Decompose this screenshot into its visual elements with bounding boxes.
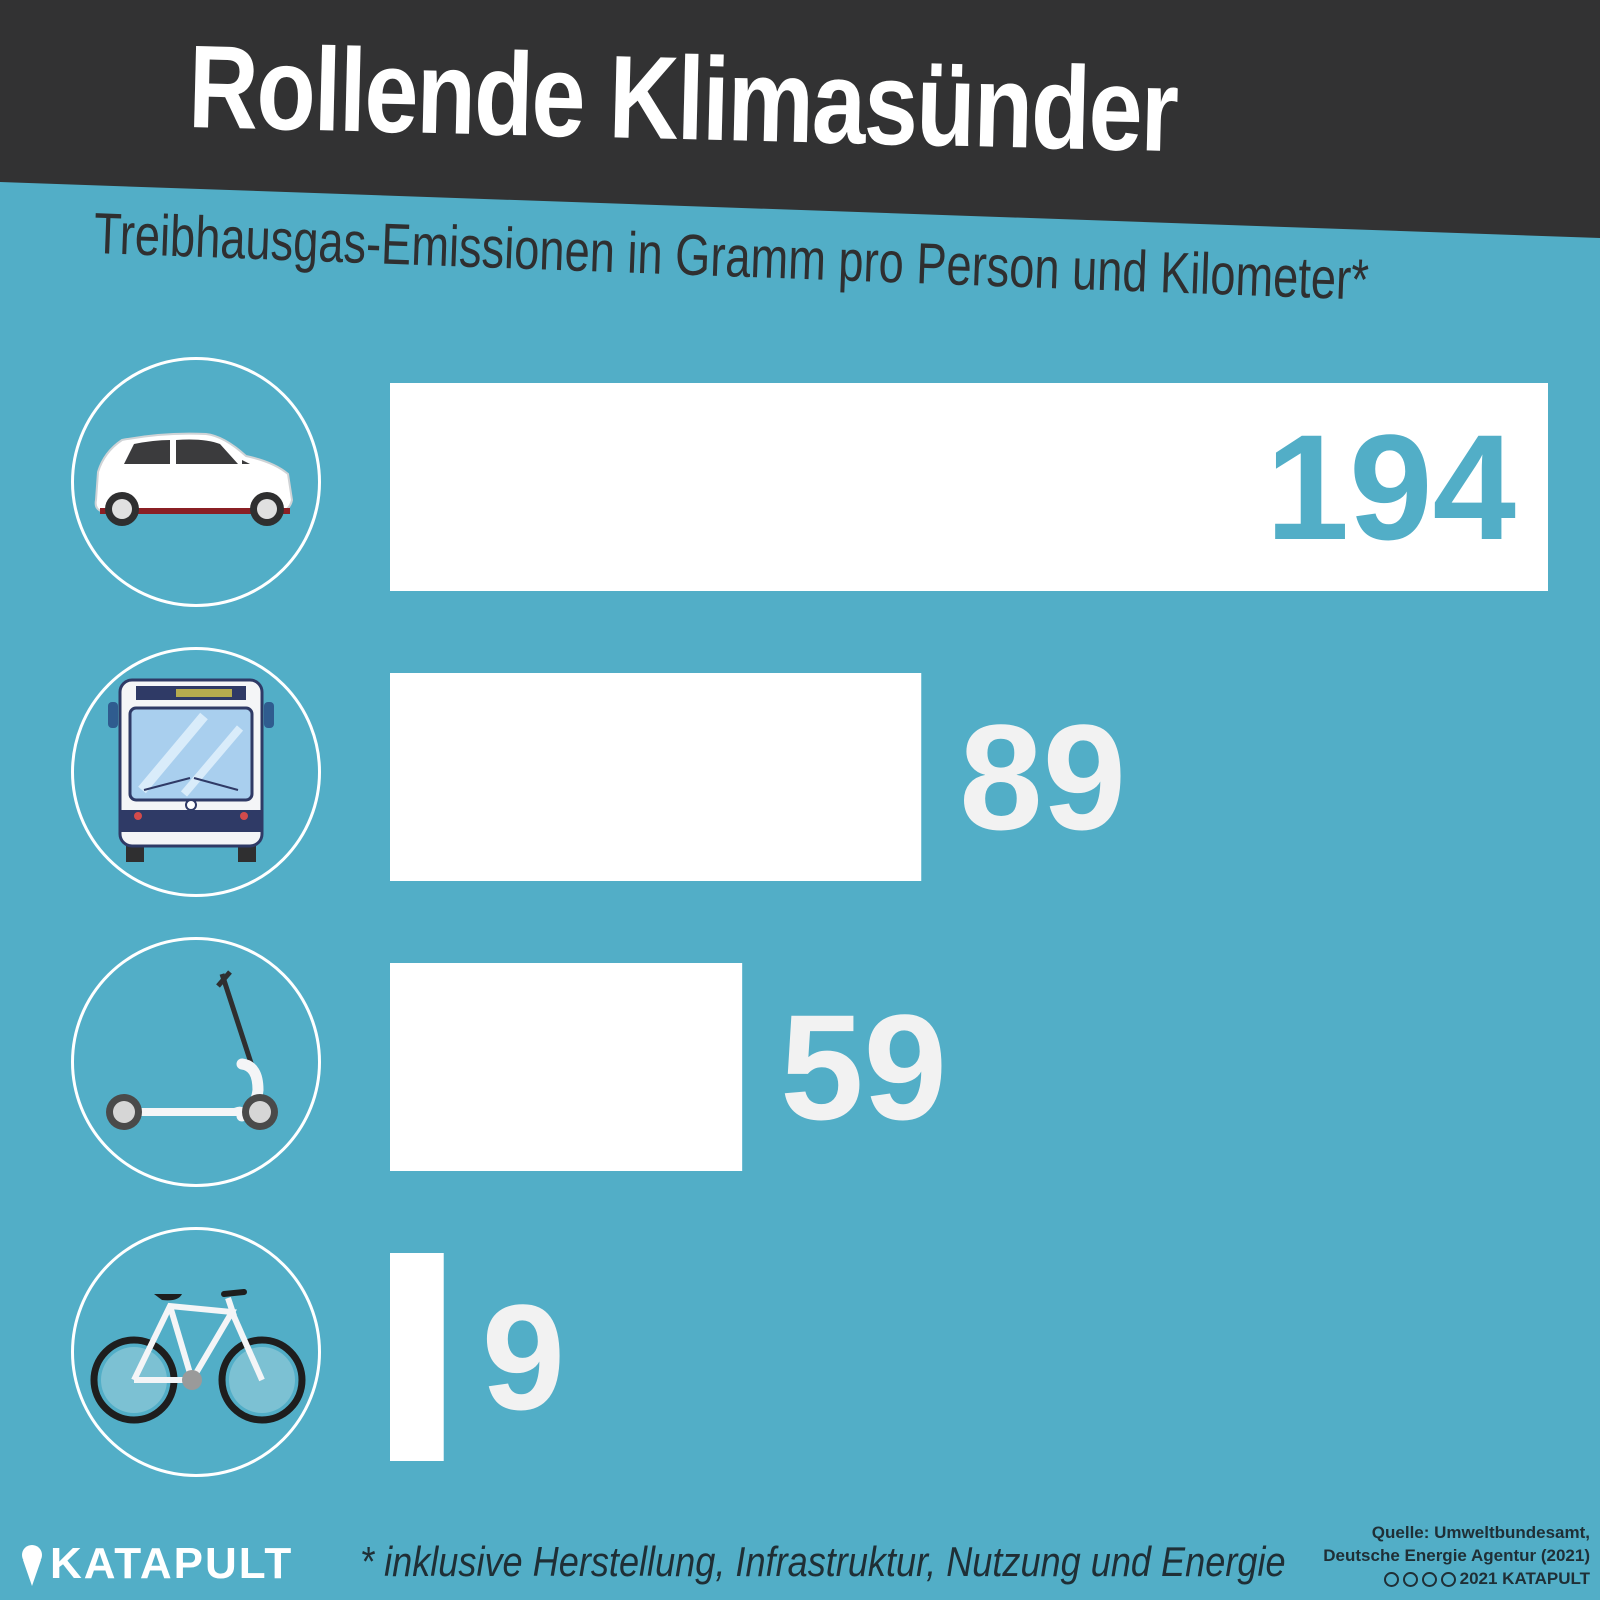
license-row: 2021 KATAPULT: [1323, 1568, 1590, 1591]
source-line-1: Quelle: Umweltbundesamt,: [1371, 1523, 1590, 1542]
bicycle-icon: [71, 1227, 321, 1477]
ice-cream-icon: [22, 1545, 42, 1586]
cc-nc-icon: [1421, 1571, 1437, 1587]
bus-icon: [71, 647, 321, 897]
bar-1: [390, 383, 1548, 591]
e-scooter-icon: [71, 937, 321, 1187]
value-label-1: 194: [1266, 403, 1516, 571]
value-label-3: 59: [780, 983, 947, 1151]
car-icon: [71, 357, 321, 607]
bar-2: [390, 673, 922, 881]
cc-nd-icon: [1440, 1571, 1456, 1587]
cc-icon: [1383, 1571, 1399, 1587]
license-text: 2021 KATAPULT: [1459, 1568, 1590, 1588]
value-label-4: 9: [482, 1273, 565, 1441]
source-credit: Quelle: Umweltbundesamt, Deutsche Energi…: [1323, 1522, 1590, 1591]
logo-text: KATAPULT: [50, 1539, 294, 1588]
footnote: * inklusive Herstellung, Infrastruktur, …: [360, 1538, 1286, 1585]
source-line-2: Deutsche Energie Agentur (2021): [1323, 1545, 1590, 1565]
header-band: [0, 0, 1600, 238]
cc-by-icon: [1402, 1571, 1418, 1587]
value-label-2: 89: [959, 693, 1126, 861]
bar-3: [390, 963, 743, 1171]
bar-4: [390, 1253, 444, 1461]
